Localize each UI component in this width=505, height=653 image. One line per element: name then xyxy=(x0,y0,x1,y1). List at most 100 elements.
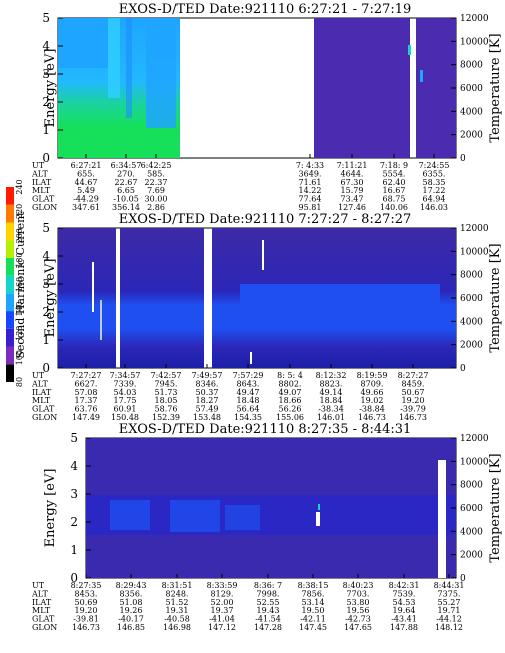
panel-2-cell-value: 7:49:57 xyxy=(192,371,223,380)
colorbar-swatch xyxy=(6,257,14,276)
panel-1-cell-value: 356.14 xyxy=(112,203,140,212)
panel-3-cell-value: -40.17 xyxy=(118,615,144,624)
panel-2-y2tick-label: 2000 xyxy=(460,341,483,351)
panel-3-title: EXOS-D/TED Date:921110 8:27:35 - 8:44:31 xyxy=(119,422,412,437)
panel-1-cell-value: 655. xyxy=(77,169,95,178)
panel-1-cell-value: 127.46 xyxy=(338,203,366,212)
panel-3-cell-value: 146.98 xyxy=(163,623,191,632)
panel-2-ytick-label: 5 xyxy=(42,221,50,235)
colorbar-swatch xyxy=(6,187,14,205)
panel-2-cell-value: 8:27:27 xyxy=(398,371,429,380)
panel-2-cell-value: 63.76 xyxy=(75,405,98,414)
panel-3-cell-value: 51.52 xyxy=(166,598,189,607)
panel-3-row-label: GLON xyxy=(32,623,57,632)
panel-3-ytick-label: 5 xyxy=(70,431,78,445)
panel-2-cell-value: -38.34 xyxy=(318,405,344,414)
panel-2-ylabel: Energy [eV] xyxy=(43,259,58,338)
panel-1-y2tick-label: 6000 xyxy=(460,84,483,94)
panel-3-ylabel: Energy [eV] xyxy=(43,469,58,548)
colorbar-tick-label: 120 xyxy=(15,326,24,341)
panel-2-cell-value: 56.26 xyxy=(279,405,302,414)
panel-1-ytick-label: 5 xyxy=(42,11,50,25)
panel-1-ylabel: Energy [eV] xyxy=(43,49,58,128)
panel-2-cell-value: 49.47 xyxy=(237,388,260,397)
panel-3-cell-value: 8:36: 7 xyxy=(254,581,282,590)
panel-3-cell-value: 7998. xyxy=(257,589,280,598)
panel-1-cell-value: 15.79 xyxy=(341,186,364,195)
panel-3-y2tick-label: 2000 xyxy=(460,551,483,561)
panel-2-cell-value: 18.66 xyxy=(279,396,302,405)
panel-1-cell-value: -44.29 xyxy=(73,195,99,204)
panel-1-y2tick-label: 0 xyxy=(460,154,466,164)
panel-2-cell-value: 18.27 xyxy=(196,396,219,405)
panel-2-cell-value: 49.07 xyxy=(279,388,302,397)
panel-1-y2tick-label: 10000 xyxy=(460,37,489,47)
colorbar-tick-label: 220 xyxy=(15,204,24,219)
panel-2-cell-value: 146.73 xyxy=(399,413,427,422)
panel-1-cell-value: 44.67 xyxy=(75,178,98,187)
panel-2-cell-value: 8823. xyxy=(320,379,343,388)
panel-3-cell-value: 19.26 xyxy=(120,606,143,615)
panel-2-row-label: ILAT xyxy=(32,388,52,397)
panel-3-y2tick-label: 8000 xyxy=(460,481,483,491)
panel-3-cell-value: 8:27:35 xyxy=(71,581,102,590)
panel-3-cell-value: 147.45 xyxy=(299,623,327,632)
panel-3-cell-value: 147.88 xyxy=(390,623,418,632)
panel-2-cell-value: 56.64 xyxy=(237,405,260,414)
panel-3-cell-value: 52.00 xyxy=(211,598,234,607)
panel-3-cell-value: 7703. xyxy=(347,589,370,598)
panel-2-cell-value: 49.14 xyxy=(320,388,343,397)
panel-3-cell-value: 50.69 xyxy=(75,598,98,607)
panel-2-cell-value: 7:42:57 xyxy=(151,371,182,380)
panel-3-cell-value: 19.31 xyxy=(166,606,189,615)
panel-3-cell-value: 8129. xyxy=(211,589,234,598)
panel-3-cell-value: -42.73 xyxy=(345,615,371,624)
panel-1-cell-value: 17.22 xyxy=(423,186,446,195)
panel-1-cell-value: 7:18: 9 xyxy=(380,161,408,170)
panel-2-ytick-label: 3 xyxy=(42,277,50,291)
panel-2-cell-value: 58.76 xyxy=(155,405,178,414)
panel-1-cell-value: 5.49 xyxy=(77,186,95,195)
panel-2-cell-value: 146.73 xyxy=(358,413,386,422)
panel-3-ytick-label: 2 xyxy=(70,515,78,529)
panel-1-cell-value: 3649. xyxy=(299,169,322,178)
panel-2-cell-value: 7:34:57 xyxy=(110,371,141,380)
panel-1-spectrogram xyxy=(58,18,456,158)
panel-2-cell-value: 51.73 xyxy=(155,388,178,397)
panel-2-y2tick-label: 12000 xyxy=(460,224,489,234)
panel-1-cell-value: 22.67 xyxy=(115,178,138,187)
panel-2-cell-value: 146.01 xyxy=(317,413,345,422)
panel-2-cell-value: 7:27:27 xyxy=(71,371,102,380)
panel-1-row-label: GLAT xyxy=(32,195,55,204)
panel-2-title: EXOS-D/TED Date:921110 7:27:27 - 8:27:27 xyxy=(119,212,412,227)
panel-2-cell-value: 150.48 xyxy=(111,413,139,422)
panel-3-cell-value: 19.64 xyxy=(393,606,416,615)
panel-3-row-label: GLAT xyxy=(32,615,55,624)
panel-1-cell-value: 6:27:21 xyxy=(71,161,102,170)
panel-2-cell-value: 19.02 xyxy=(361,396,384,405)
colorbar-label: Second Harmonic Current xyxy=(14,211,27,359)
panel-2-row-label: UT xyxy=(32,371,45,380)
panel-3-cell-value: 51.08 xyxy=(120,598,143,607)
panel-3-cell-value: 19.71 xyxy=(438,606,461,615)
panel-3-cell-value: 147.28 xyxy=(254,623,282,632)
panel-3-y2tick-label: 0 xyxy=(460,574,466,584)
panel-3-ytick-label: 4 xyxy=(70,459,78,473)
panel-1-left-axis: Energy [eV] xyxy=(43,49,58,128)
panel-2-y2label: Temperature [K] xyxy=(488,243,503,352)
panel-1-cell-value: 7.69 xyxy=(147,186,165,195)
panel-2-cell-value: 147.49 xyxy=(72,413,100,422)
colorbar-tick-label: 240 xyxy=(15,179,24,194)
panel-2-ytick-label: 1 xyxy=(42,333,50,347)
panel-2-y2tick-label: 0 xyxy=(460,364,466,374)
panel-1-cell-value: 6:42:25 xyxy=(141,161,172,170)
panel-3-cell-value: 148.12 xyxy=(435,623,463,632)
panel-2-cell-value: 57.49 xyxy=(196,405,219,414)
panel-1-y2tick-label: 2000 xyxy=(460,131,483,141)
panel-1-cell-value: 14.22 xyxy=(299,186,322,195)
panel-1-y2tick-label: 8000 xyxy=(460,61,483,71)
panel-2-cell-value: 6627. xyxy=(75,379,98,388)
panel-2-cell-value: 17.75 xyxy=(114,396,137,405)
colorbar-tick-label: 140 xyxy=(15,301,24,316)
panel-1: EXOS-D/TED Date:921110 6:27:21 - 7:27:19… xyxy=(31,2,503,212)
